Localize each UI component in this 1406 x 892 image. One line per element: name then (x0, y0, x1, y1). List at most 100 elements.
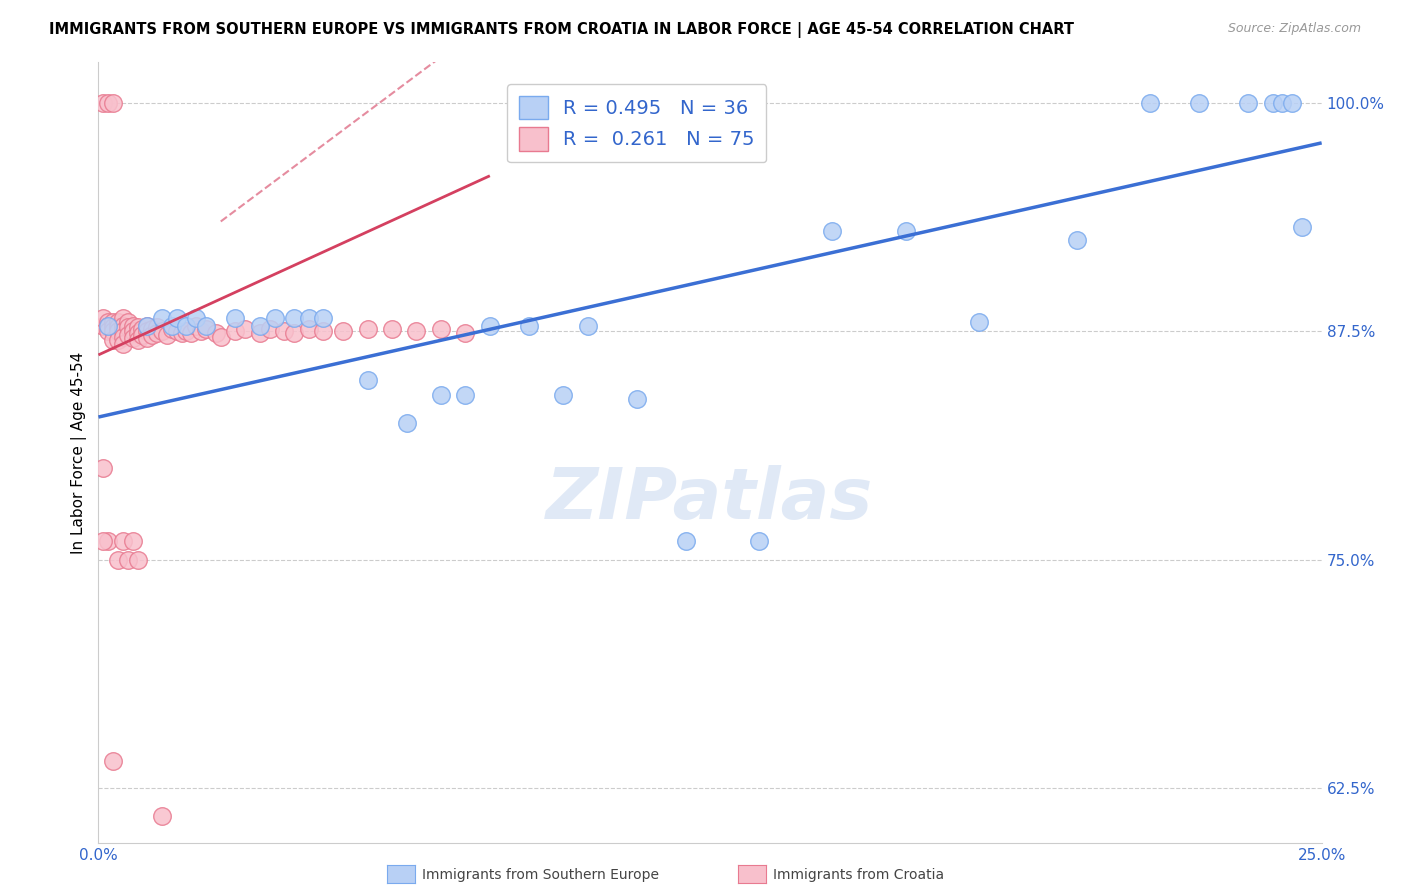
Point (146, 326, 169, 340)
Point (97, 315, 120, 329)
Point (186, 318, 208, 333)
Point (97, 318, 120, 333)
Point (97, 324, 120, 338)
Point (127, 320, 149, 334)
Point (273, 324, 295, 338)
Point (97, 95, 120, 110)
Point (170, 326, 193, 340)
Point (1281, 95, 1303, 110)
Point (127, 552, 149, 566)
Point (312, 311, 335, 326)
Point (117, 320, 139, 334)
Point (283, 311, 305, 326)
Point (195, 318, 218, 333)
Point (405, 324, 427, 338)
Point (107, 552, 129, 566)
Point (312, 324, 335, 338)
Point (141, 322, 163, 336)
Point (150, 808, 173, 822)
Point (101, 315, 124, 329)
Point (209, 329, 232, 343)
Point (111, 311, 134, 326)
Point (150, 324, 173, 338)
Point (176, 324, 198, 338)
Point (967, 315, 990, 329)
Point (107, 315, 129, 329)
Point (454, 326, 477, 340)
Point (1237, 95, 1260, 110)
Point (821, 224, 844, 238)
Point (894, 224, 917, 238)
Point (205, 326, 228, 340)
Point (121, 324, 143, 338)
Point (381, 322, 404, 336)
Point (141, 327, 163, 342)
Point (131, 322, 153, 336)
Point (1291, 219, 1313, 234)
Point (356, 322, 378, 336)
Point (101, 333, 124, 347)
Point (259, 322, 281, 336)
Point (430, 322, 453, 336)
Point (91, 95, 114, 110)
Point (121, 331, 143, 345)
Point (117, 315, 139, 329)
Point (91, 311, 114, 326)
Text: IMMIGRANTS FROM SOUTHERN EUROPE VS IMMIGRANTS FROM CROATIA IN LABOR FORCE | AGE : IMMIGRANTS FROM SOUTHERN EUROPE VS IMMIG… (49, 22, 1074, 38)
Point (332, 324, 354, 338)
Point (97, 318, 120, 333)
Point (1188, 95, 1211, 110)
Point (101, 754, 124, 768)
Point (298, 322, 321, 336)
Point (150, 311, 173, 326)
Point (117, 327, 139, 342)
Point (111, 337, 134, 351)
Point (146, 320, 169, 334)
Y-axis label: In Labor Force | Age 45-54: In Labor Force | Age 45-54 (72, 351, 87, 554)
Text: Immigrants from Southern Europe: Immigrants from Southern Europe (422, 868, 659, 882)
Point (1261, 95, 1284, 110)
Point (107, 333, 129, 347)
Point (111, 329, 134, 343)
Point (136, 331, 159, 345)
Point (190, 324, 212, 338)
Point (1139, 95, 1161, 110)
Point (249, 326, 271, 340)
Point (249, 318, 271, 333)
Point (107, 320, 129, 334)
Point (1066, 233, 1088, 247)
Point (283, 326, 305, 340)
Text: Source: ZipAtlas.com: Source: ZipAtlas.com (1227, 22, 1361, 36)
Point (117, 552, 139, 566)
Point (430, 388, 453, 402)
Point (127, 333, 149, 347)
Point (160, 322, 183, 336)
Point (101, 95, 124, 110)
Point (121, 318, 143, 333)
Point (298, 311, 321, 326)
Point (176, 318, 198, 333)
Point (1271, 95, 1294, 110)
Point (356, 374, 378, 388)
Point (127, 326, 149, 340)
Point (517, 318, 540, 333)
Text: Immigrants from Croatia: Immigrants from Croatia (773, 868, 945, 882)
Point (478, 318, 501, 333)
Point (553, 388, 575, 402)
Point (101, 320, 124, 334)
Point (107, 324, 129, 338)
Point (111, 318, 134, 333)
Point (101, 324, 124, 338)
Point (195, 322, 218, 336)
Point (97, 534, 120, 549)
Point (156, 327, 179, 342)
Point (224, 324, 246, 338)
Point (111, 534, 134, 549)
Point (91, 318, 114, 333)
Legend: R = 0.495   N = 36, R =  0.261   N = 75: R = 0.495 N = 36, R = 0.261 N = 75 (506, 84, 766, 162)
Point (454, 388, 477, 402)
Point (136, 324, 159, 338)
Point (675, 534, 697, 549)
Point (395, 416, 418, 430)
Point (233, 322, 256, 336)
